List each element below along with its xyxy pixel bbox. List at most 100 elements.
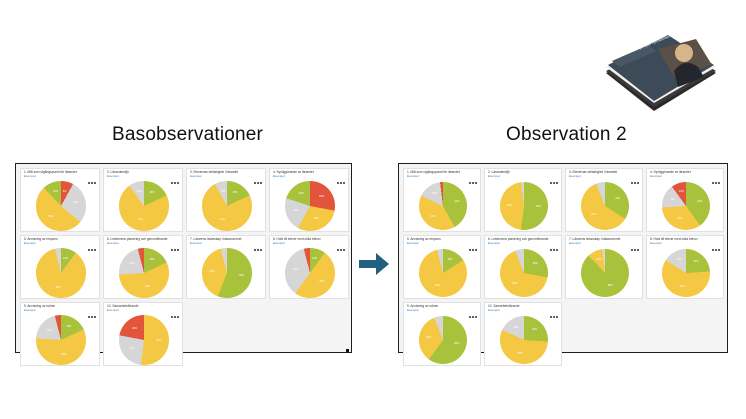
card-example-link[interactable]: Exempel [273,174,285,178]
settings-icon[interactable] [177,182,179,184]
expand-icon[interactable] [631,249,633,251]
chart-card[interactable]: 6. Lektionens planering och genomförande… [484,235,562,299]
card-example-link[interactable]: Exempel [650,174,662,178]
expand-icon[interactable] [337,249,339,251]
expand-icon[interactable] [469,316,471,318]
card-example-link[interactable]: Exempel [273,241,285,245]
chart-card[interactable]: 10. Samarbetsförande Exempel 26% 56% 18% [484,302,562,366]
download-icon[interactable] [174,316,176,318]
chart-card[interactable]: 2. Lärandemiljö Exempel 18% 72% 10% [103,168,183,232]
expand-icon[interactable] [469,182,471,184]
expand-icon[interactable] [88,316,90,318]
chart-card[interactable]: 7. Lärarens ledarskap i klassrummet Exemp… [565,235,643,299]
expand-icon[interactable] [171,249,173,251]
card-example-link[interactable]: Exempel [107,308,119,312]
download-icon[interactable] [91,182,93,184]
card-example-link[interactable]: Exempel [407,241,419,245]
card-example-link[interactable]: Exempel [407,174,419,178]
download-icon[interactable] [553,182,555,184]
expand-icon[interactable] [550,249,552,251]
settings-icon[interactable] [94,182,96,184]
download-icon[interactable] [257,249,259,251]
download-icon[interactable] [715,182,717,184]
settings-icon[interactable] [718,182,720,184]
settings-icon[interactable] [177,249,179,251]
expand-icon[interactable] [171,316,173,318]
download-icon[interactable] [174,249,176,251]
card-example-link[interactable]: Exempel [107,174,119,178]
card-example-link[interactable]: Exempel [488,241,500,245]
chart-card[interactable]: 6. Lektionens planering och genomförande… [103,235,183,299]
download-icon[interactable] [257,182,259,184]
expand-icon[interactable] [337,182,339,184]
card-example-link[interactable]: Exempel [569,174,581,178]
settings-icon[interactable] [343,249,345,251]
expand-icon[interactable] [550,316,552,318]
expand-icon[interactable] [712,182,714,184]
chart-card[interactable]: 10. Samarbetsförande Exempel 52% 26% 22% [103,302,183,366]
card-example-link[interactable]: Exempel [488,308,500,312]
settings-icon[interactable] [475,249,477,251]
settings-icon[interactable] [556,316,558,318]
download-icon[interactable] [174,182,176,184]
card-example-link[interactable]: Exempel [190,241,202,245]
chart-card[interactable]: 5. Anvisning av respons Exempel 16% 80% [403,235,481,299]
chart-card[interactable]: 3. Elevernas delaktighet i lärandet Exemp… [186,168,266,232]
card-example-link[interactable]: Exempel [407,308,419,312]
card-example-link[interactable]: Exempel [488,174,500,178]
download-icon[interactable] [715,249,717,251]
card-example-link[interactable]: Exempel [24,241,36,245]
settings-icon[interactable] [637,249,639,251]
settings-icon[interactable] [260,182,262,184]
card-example-link[interactable]: Exempel [107,241,119,245]
settings-icon[interactable] [718,249,720,251]
expand-icon[interactable] [88,249,90,251]
settings-icon[interactable] [94,316,96,318]
download-icon[interactable] [472,249,474,251]
chart-card[interactable]: 9. Anvisning av rutiner Exempel 60% 34% [403,302,481,366]
settings-icon[interactable] [475,182,477,184]
download-icon[interactable] [553,316,555,318]
card-example-link[interactable]: Exempel [650,241,662,245]
expand-icon[interactable] [712,249,714,251]
chart-card[interactable]: 9. Anvisning av rutiner Exempel 18% 58% 20% [20,302,100,366]
chart-card[interactable]: 5. Anvisning av respons Exempel 10% 86% [20,235,100,299]
chart-card[interactable]: 2. Lärandemiljö Exempel 52% 46% [484,168,562,232]
card-example-link[interactable]: Exempel [569,241,581,245]
download-icon[interactable] [634,182,636,184]
expand-icon[interactable] [171,182,173,184]
expand-icon[interactable] [631,182,633,184]
card-example-link[interactable]: Exempel [24,308,36,312]
settings-icon[interactable] [260,249,262,251]
download-icon[interactable] [553,249,555,251]
download-icon[interactable] [472,316,474,318]
chart-card[interactable]: 1. Mål som utgångspunkt för lärandet Exem… [20,168,100,232]
settings-icon[interactable] [475,316,477,318]
settings-icon[interactable] [94,249,96,251]
expand-icon[interactable] [254,249,256,251]
chart-card[interactable]: 3. Elevernas delaktighet i lärandet Exemp… [565,168,643,232]
download-icon[interactable] [340,182,342,184]
settings-icon[interactable] [556,182,558,184]
expand-icon[interactable] [550,182,552,184]
download-icon[interactable] [340,249,342,251]
expand-icon[interactable] [469,249,471,251]
chart-card[interactable]: 8. Hold till elever med olika behov Exemp… [269,235,349,299]
card-example-link[interactable]: Exempel [24,174,36,178]
expand-icon[interactable] [88,182,90,184]
chart-card[interactable]: 7. Lärarens ledarskap i klassrummet Exemp… [186,235,266,299]
chart-card[interactable]: 8. Hold till elever med olika behov Exemp… [646,235,724,299]
download-icon[interactable] [91,316,93,318]
settings-icon[interactable] [177,316,179,318]
settings-icon[interactable] [556,249,558,251]
download-icon[interactable] [91,249,93,251]
settings-icon[interactable] [343,182,345,184]
resize-handle[interactable] [346,349,349,352]
chart-card[interactable]: 1. Mål som utgångspunkt för lärandet Exem… [403,168,481,232]
expand-icon[interactable] [254,182,256,184]
download-icon[interactable] [472,182,474,184]
settings-icon[interactable] [637,182,639,184]
download-icon[interactable] [634,249,636,251]
chart-card[interactable]: 4. Synliggörande av lärandet Exempel 28% 30… [269,168,349,232]
card-example-link[interactable]: Exempel [190,174,202,178]
